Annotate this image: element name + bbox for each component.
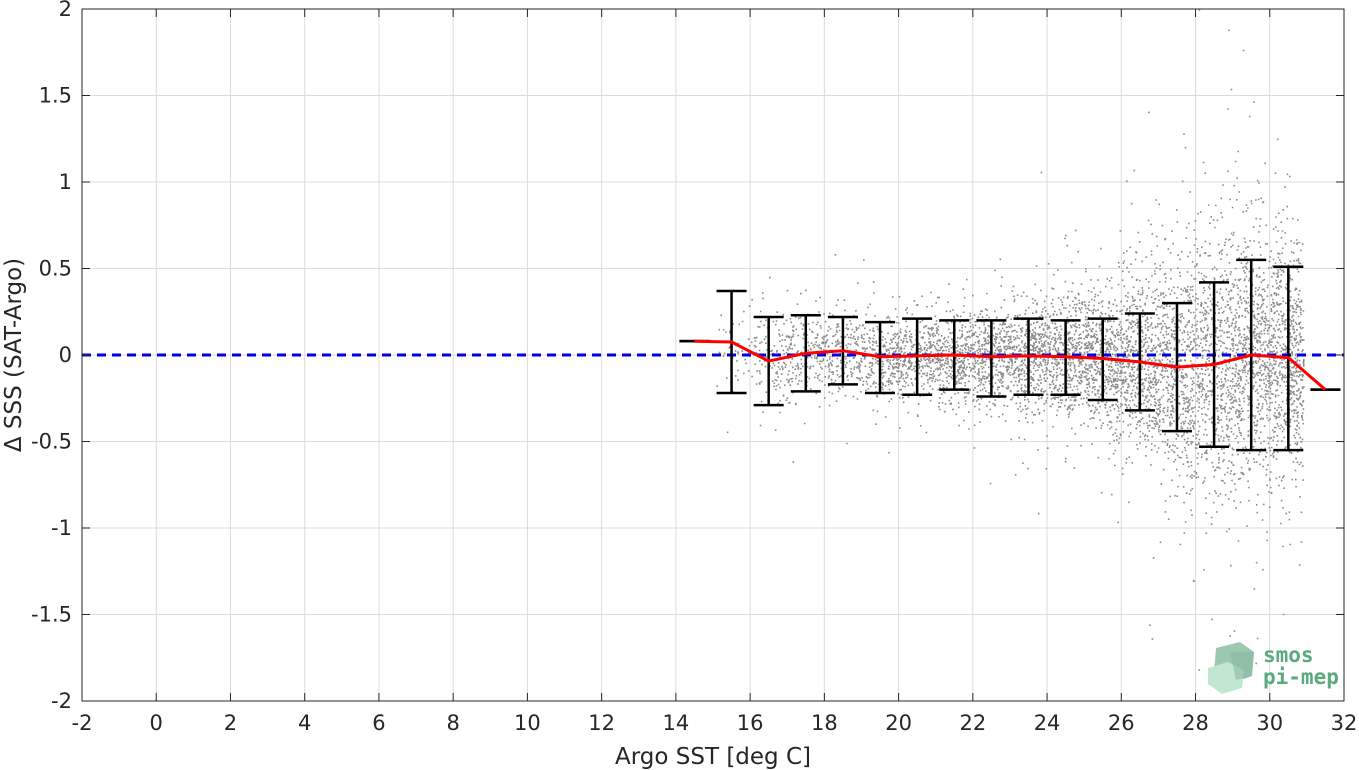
- x-tick-label: 24: [1034, 711, 1061, 735]
- x-tick-label: 2: [224, 711, 237, 735]
- x-tick-label: 12: [588, 711, 615, 735]
- x-tick-label: 8: [446, 711, 459, 735]
- scatter-cloud: [715, 9, 1305, 671]
- x-tick-label: 28: [1182, 711, 1209, 735]
- x-tick-label: 30: [1256, 711, 1283, 735]
- x-axis-title: Argo SST [deg C]: [615, 744, 811, 770]
- x-tick-label: 26: [1108, 711, 1135, 735]
- axis-ticks: [81, 8, 1345, 702]
- scatter-points: [715, 9, 1305, 671]
- x-tick-label: 18: [811, 711, 838, 735]
- y-axis-title: Δ SSS (SAT-Argo): [1, 258, 27, 452]
- x-tick-labels: -2 0 2 4 6 8 10 12 14 16 18 20 22 24 26 28 30 32: [72, 711, 1358, 735]
- y-tick-label: -1.5: [31, 603, 72, 627]
- y-tick-labels: -2 -1.5 -1 -0.5 0 0.5 1 1.5 2: [31, 0, 72, 713]
- y-tick-label: 1.5: [39, 84, 72, 108]
- x-tick-label: 6: [372, 711, 385, 735]
- x-tick-label: 4: [298, 711, 311, 735]
- x-tick-label: 32: [1331, 711, 1358, 735]
- error-bar: [976, 319, 1007, 398]
- logo-text-line1: smos: [1263, 643, 1314, 667]
- x-tick-label: 22: [959, 711, 986, 735]
- y-tick-label: -1: [51, 516, 72, 540]
- y-tick-label: 1: [59, 170, 72, 194]
- logo-cube-icon: [1208, 642, 1254, 694]
- y-tick-label: 0: [59, 343, 72, 367]
- x-tick-label: 14: [663, 711, 690, 735]
- smos-pimep-logo: smos pi-mep: [1208, 642, 1339, 694]
- x-tick-label: 16: [737, 711, 764, 735]
- x-tick-label: -2: [72, 711, 93, 735]
- mean-line-series: [694, 339, 1327, 391]
- x-tick-label: 20: [885, 711, 912, 735]
- x-tick-label: 10: [514, 711, 541, 735]
- logo-text-line2: pi-mep: [1263, 665, 1339, 689]
- x-tick-label: 0: [150, 711, 163, 735]
- y-tick-label: 0.5: [39, 257, 72, 281]
- y-tick-label: -2: [51, 689, 72, 713]
- y-tick-label: -0.5: [31, 430, 72, 454]
- y-tick-label: 2: [59, 0, 72, 21]
